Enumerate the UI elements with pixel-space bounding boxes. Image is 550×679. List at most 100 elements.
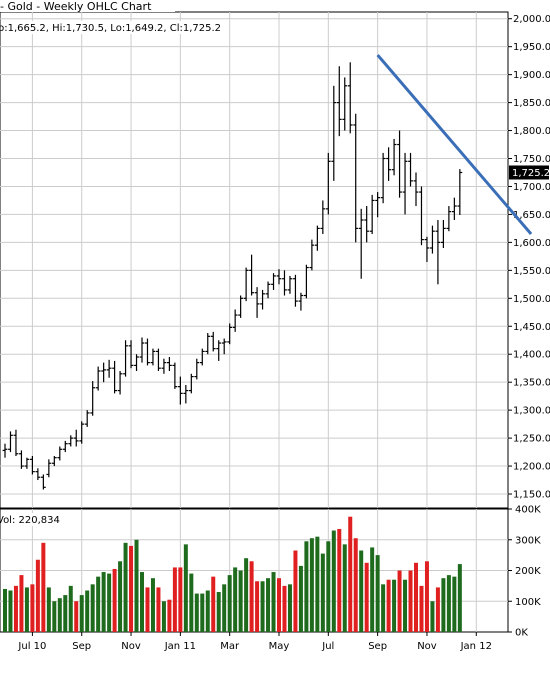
volume-bar [457, 564, 462, 632]
price-tick-label: 1,550.0 [513, 266, 550, 277]
ohlc-bar [260, 289, 265, 310]
price-tick-label: 1,700.0 [513, 182, 550, 193]
ohlc-bar [298, 292, 304, 311]
ohlc-bar [128, 340, 134, 369]
price-tick-label: 1,150.0 [513, 490, 550, 501]
x-tick-label: Jul [321, 641, 334, 652]
volume-bar [200, 593, 205, 632]
ohlc-bar [254, 287, 260, 318]
x-tick-label: Sep [368, 641, 387, 652]
price-tick-label: 1,300.0 [513, 406, 550, 417]
volume-bar [441, 578, 446, 632]
volume-bar [96, 576, 101, 632]
x-tick-label: May [269, 641, 290, 652]
volume-bar [359, 550, 364, 632]
volume-bar [298, 565, 303, 632]
volume-bar [35, 559, 40, 632]
ohlc-bar [79, 421, 85, 444]
ohlc-bar [30, 455, 35, 475]
ohlc-bar [205, 332, 211, 355]
x-tick-label: Sep [72, 641, 91, 652]
ohlc-bar [314, 225, 320, 251]
ohlc-bar [325, 152, 331, 215]
last-price-badge [509, 165, 549, 180]
price-panel: 1,150.0 1,200.0 1,250.0 1,300.0 1,350.0 1,400… [0, 0, 550, 509]
volume-bar [140, 572, 144, 632]
ohlc-bar [331, 85, 337, 181]
chart-title-background [0, 0, 175, 12]
price-tick-label: 1,750.0 [513, 154, 550, 165]
volume-bar [52, 601, 57, 632]
volume-bar [337, 528, 342, 632]
x-tick-label: Nov [121, 641, 141, 652]
volume-bar [282, 585, 287, 632]
ohlc-bar [375, 192, 381, 218]
volume-panel: 0K 100K 200K 300K 400K Vol: 220,834 [0, 505, 541, 639]
volume-bar [216, 592, 221, 632]
price-axis-ticks: 1,150.0 1,200.0 1,250.0 1,300.0 1,350.0 1,400… [508, 14, 550, 501]
volume-bar [408, 570, 413, 632]
volume-bar [46, 587, 51, 632]
volume-bar [205, 590, 210, 632]
volume-bar [386, 579, 391, 632]
volume-bar [260, 581, 265, 632]
volume-bar [3, 588, 7, 632]
volume-bar [392, 579, 397, 632]
volume-bar [112, 568, 117, 632]
ohlc-bar [112, 360, 117, 394]
price-tick-label: 1,850.0 [513, 98, 550, 109]
volume-tick-label: 200K [515, 566, 541, 577]
ohlc-bar [167, 357, 172, 371]
volume-bar [167, 599, 172, 632]
volume-bar [227, 575, 232, 632]
volume-bar [57, 598, 62, 632]
ohlc-bar [336, 66, 342, 137]
ohlc-bar [57, 446, 63, 461]
ohlc-bar [101, 362, 107, 383]
ohlc-bar [402, 152, 408, 215]
ohlc-bar [123, 340, 128, 377]
volume-bar [353, 538, 358, 632]
price-gridlines [0, 12, 508, 508]
volume-axis-ticks: 0K 100K 200K 300K 400K [508, 505, 541, 639]
volume-bar [287, 584, 292, 632]
ohlc-bar [106, 359, 112, 378]
ohlc-bar [309, 239, 315, 271]
ohlc-bar [13, 429, 19, 456]
volume-bar [233, 567, 238, 632]
ohlc-bar [424, 236, 430, 262]
ohlc-bar [51, 455, 57, 467]
ohlc-bar [364, 206, 370, 243]
volume-bar [161, 601, 166, 632]
volume-bar [342, 544, 347, 632]
x-tick-label: Jan 11 [164, 641, 196, 652]
ohlc-bar [194, 358, 200, 380]
ohlc-bar [435, 220, 441, 285]
ohlc-bar [265, 281, 271, 299]
ohlc-bar [441, 220, 446, 248]
ohlc-bar [177, 376, 183, 405]
ohlc-bar [304, 264, 309, 299]
volume-bar [172, 567, 177, 632]
ohlc-bar [342, 77, 348, 131]
volume-bar [123, 542, 128, 632]
volume-bar [249, 561, 254, 632]
price-tick-label: 1,400.0 [513, 350, 550, 361]
ohlc-bar [243, 267, 249, 302]
ohlc-bar [46, 459, 52, 478]
volume-bar [397, 570, 402, 632]
ohlc-bar [183, 384, 189, 404]
ohlc-bar [84, 410, 90, 427]
volume-bar [156, 587, 161, 632]
volume-bar [30, 584, 35, 632]
ohlc-bar [68, 435, 74, 447]
ohlc-bar [156, 348, 161, 371]
ohlc-bar [117, 370, 123, 395]
price-tick-label: 1,200.0 [513, 462, 550, 473]
ohlc-bar [35, 468, 41, 481]
volume-bar [222, 584, 227, 632]
volume-bar [348, 516, 353, 632]
volume-bar [430, 601, 435, 632]
volume-bar [370, 547, 375, 632]
